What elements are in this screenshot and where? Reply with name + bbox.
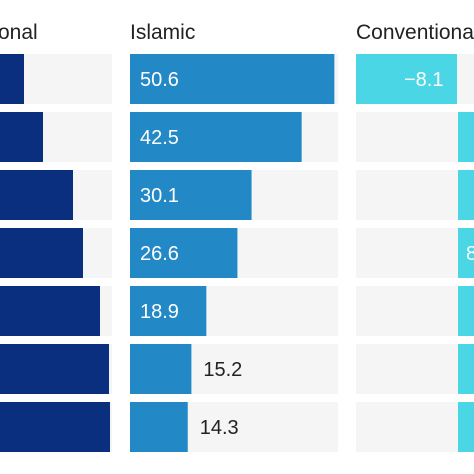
bar-conventional-6 [0, 402, 110, 452]
value-label-islamic-0: 50.6 [140, 69, 179, 91]
bar-conventional-2 [0, 170, 73, 220]
bar-change-5 [458, 344, 474, 394]
value-label-islamic-6: 14.3 [200, 417, 239, 439]
bar-islamic-5 [130, 344, 192, 394]
value-label-islamic-5: 15.2 [203, 359, 242, 381]
bar-change-6 [458, 402, 474, 452]
bar-islamic-3 [130, 228, 238, 278]
track-change-2 [356, 170, 474, 220]
track-change-3 [356, 228, 474, 278]
bar-change-4 [458, 286, 474, 336]
track-change-1 [356, 112, 474, 162]
track-change-5 [356, 344, 474, 394]
value-label-change-0: −8.1 [404, 69, 443, 91]
bar-islamic-4 [130, 286, 207, 336]
track-change-6 [356, 402, 474, 452]
panel-title-conventional-change: Conventiona [356, 21, 474, 44]
bar-islamic-2 [130, 170, 252, 220]
bar-conventional-5 [0, 344, 109, 394]
bar-change-2 [458, 170, 474, 220]
panel-title-islamic: Islamic [130, 21, 195, 44]
bar-islamic-0 [130, 54, 335, 104]
value-label-islamic-1: 42.5 [140, 127, 179, 149]
bar-islamic-6 [130, 402, 188, 452]
bar-change-0 [356, 54, 457, 104]
bar-change-3 [458, 228, 474, 278]
value-label-islamic-2: 30.1 [140, 185, 179, 207]
track-change-4 [356, 286, 474, 336]
bar-conventional-1 [0, 112, 43, 162]
bar-change-1 [458, 112, 474, 162]
value-label-change-3: 8 [466, 243, 474, 265]
panel-title-conventional: onal [0, 21, 38, 44]
bar-islamic-1 [130, 112, 302, 162]
value-label-islamic-3: 26.6 [140, 243, 179, 265]
bar-conventional-4 [0, 286, 100, 336]
bar-conventional-3 [0, 228, 83, 278]
value-label-islamic-4: 18.9 [140, 301, 179, 323]
bar-conventional-0 [0, 54, 24, 104]
